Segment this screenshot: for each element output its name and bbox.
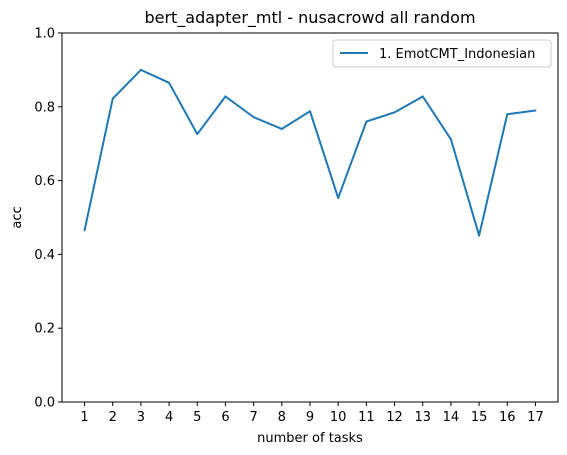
data-point: [478, 235, 480, 237]
data-point: [112, 98, 114, 100]
data-point: [506, 113, 508, 115]
x-axis-label: number of tasks: [257, 431, 363, 446]
data-point: [309, 110, 311, 112]
x-axis: 1 2 3 4 5 6 7 8 9 10 11 12 13 14 15 16 17: [80, 402, 543, 425]
data-point: [196, 133, 198, 135]
x-tick-label: 17: [527, 410, 544, 425]
x-tick-label: 15: [471, 410, 488, 425]
x-tick-label: 9: [306, 410, 314, 425]
data-point: [281, 128, 283, 130]
y-tick-label: 0.0: [34, 396, 55, 411]
data-point: [394, 111, 396, 113]
data-point: [224, 95, 226, 97]
x-tick-label: 10: [330, 410, 347, 425]
x-tick-label: 14: [443, 410, 460, 425]
y-tick-label: 0.8: [34, 100, 55, 115]
x-tick-label: 2: [109, 410, 117, 425]
x-tick-label: 8: [278, 410, 286, 425]
data-point: [337, 197, 339, 199]
data-point: [534, 109, 536, 111]
y-tick-label: 0.2: [34, 322, 55, 337]
x-tick-label: 4: [165, 410, 173, 425]
series-layer: [84, 69, 537, 237]
x-tick-label: 7: [249, 410, 257, 425]
data-point: [253, 116, 255, 118]
x-tick-label: 6: [221, 410, 229, 425]
x-tick-label: 11: [358, 410, 375, 425]
series-line: [85, 70, 536, 236]
x-tick-label: 3: [137, 410, 145, 425]
data-point: [140, 69, 142, 71]
x-tick-label: 12: [386, 410, 403, 425]
x-tick-label: 5: [193, 410, 201, 425]
data-point: [365, 121, 367, 123]
x-tick-label: 13: [414, 410, 431, 425]
data-point: [84, 229, 86, 231]
legend: 1. EmotCMT_Indonesian: [333, 40, 551, 67]
data-point: [422, 95, 424, 97]
legend-label: 1. EmotCMT_Indonesian: [379, 47, 535, 62]
y-axis: 0.0 0.2 0.4 0.6 0.8 1.0: [34, 27, 62, 411]
y-tick-label: 0.4: [34, 248, 55, 263]
data-point: [168, 82, 170, 84]
y-tick-label: 1.0: [34, 27, 55, 42]
chart-title: bert_adapter_mtl - nusacrowd all random: [144, 8, 475, 28]
y-tick-label: 0.6: [34, 174, 55, 189]
data-point: [450, 138, 452, 140]
x-tick-label: 16: [499, 410, 516, 425]
x-tick-label: 1: [80, 410, 88, 425]
y-axis-label: acc: [10, 206, 25, 228]
